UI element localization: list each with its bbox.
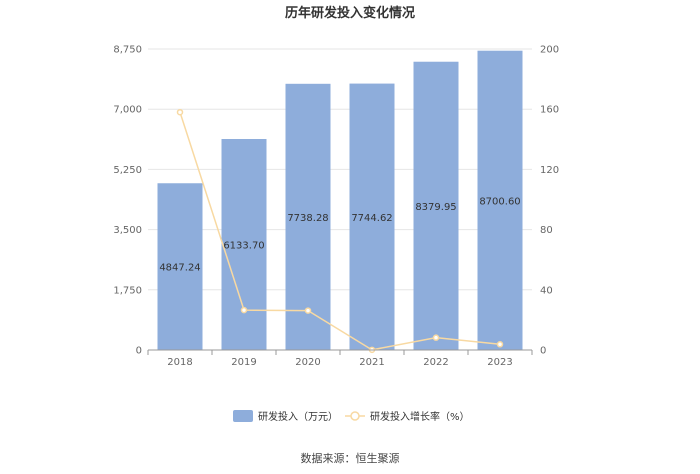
bar-series xyxy=(158,51,523,350)
right-axis-tick-label: 200 xyxy=(540,45,559,56)
x-axis: 2018 2019 2020 2021 2022 2023 xyxy=(148,350,532,368)
bar-value-label: 7744.62 xyxy=(351,213,392,224)
x-axis-tick-label: 2020 xyxy=(295,357,320,368)
left-axis: 0 1,750 3,500 5,250 7,000 8,750 xyxy=(113,45,142,357)
growth-point[interactable] xyxy=(178,110,183,115)
growth-point[interactable] xyxy=(434,335,439,340)
right-axis-tick-label: 40 xyxy=(540,285,553,296)
bar-value-label: 6133.70 xyxy=(223,241,264,252)
right-axis-tick-label: 120 xyxy=(540,165,559,176)
x-axis-tick-label: 2021 xyxy=(359,357,384,368)
x-axis-tick-label: 2022 xyxy=(423,357,448,368)
x-axis-tick-label: 2023 xyxy=(487,357,512,368)
bar-value-label: 7738.28 xyxy=(287,213,328,224)
right-axis: 0 40 80 120 160 200 xyxy=(540,45,559,357)
bar-value-label: 8379.95 xyxy=(415,202,456,213)
left-axis-tick-label: 7,000 xyxy=(113,105,142,116)
bar-value-label: 4847.24 xyxy=(159,263,200,274)
grid-lines xyxy=(148,49,532,350)
right-axis-tick-label: 160 xyxy=(540,105,559,116)
legend-bar-label[interactable]: 研发投入（万元） xyxy=(258,410,338,423)
growth-point[interactable] xyxy=(306,308,311,313)
left-axis-tick-label: 3,500 xyxy=(113,225,142,236)
legend[interactable]: 研发投入（万元） 研发投入增长率（%） xyxy=(233,410,470,423)
legend-bar-swatch[interactable] xyxy=(233,410,253,422)
left-axis-tick-label: 5,250 xyxy=(113,165,142,176)
legend-line-label[interactable]: 研发投入增长率（%） xyxy=(370,410,470,423)
bar-value-label: 8700.60 xyxy=(479,196,520,207)
left-axis-tick-label: 1,750 xyxy=(113,285,142,296)
growth-point[interactable] xyxy=(498,342,503,347)
x-axis-tick-label: 2019 xyxy=(231,357,256,368)
right-axis-tick-label: 80 xyxy=(540,225,553,236)
x-axis-tick-label: 2018 xyxy=(167,357,192,368)
source-text: 数据来源：恒生聚源 xyxy=(301,451,400,465)
line-series: 4847.24 6133.70 7738.28 7744.62 8379.95 8700.… xyxy=(159,110,520,353)
legend-line-marker[interactable] xyxy=(351,412,359,420)
growth-point[interactable] xyxy=(242,308,247,313)
right-axis-tick-label: 0 xyxy=(540,346,546,357)
chart-title: 历年研发投入变化情况 xyxy=(285,5,415,21)
left-axis-tick-label: 0 xyxy=(136,346,142,357)
left-axis-tick-label: 8,750 xyxy=(113,45,142,56)
